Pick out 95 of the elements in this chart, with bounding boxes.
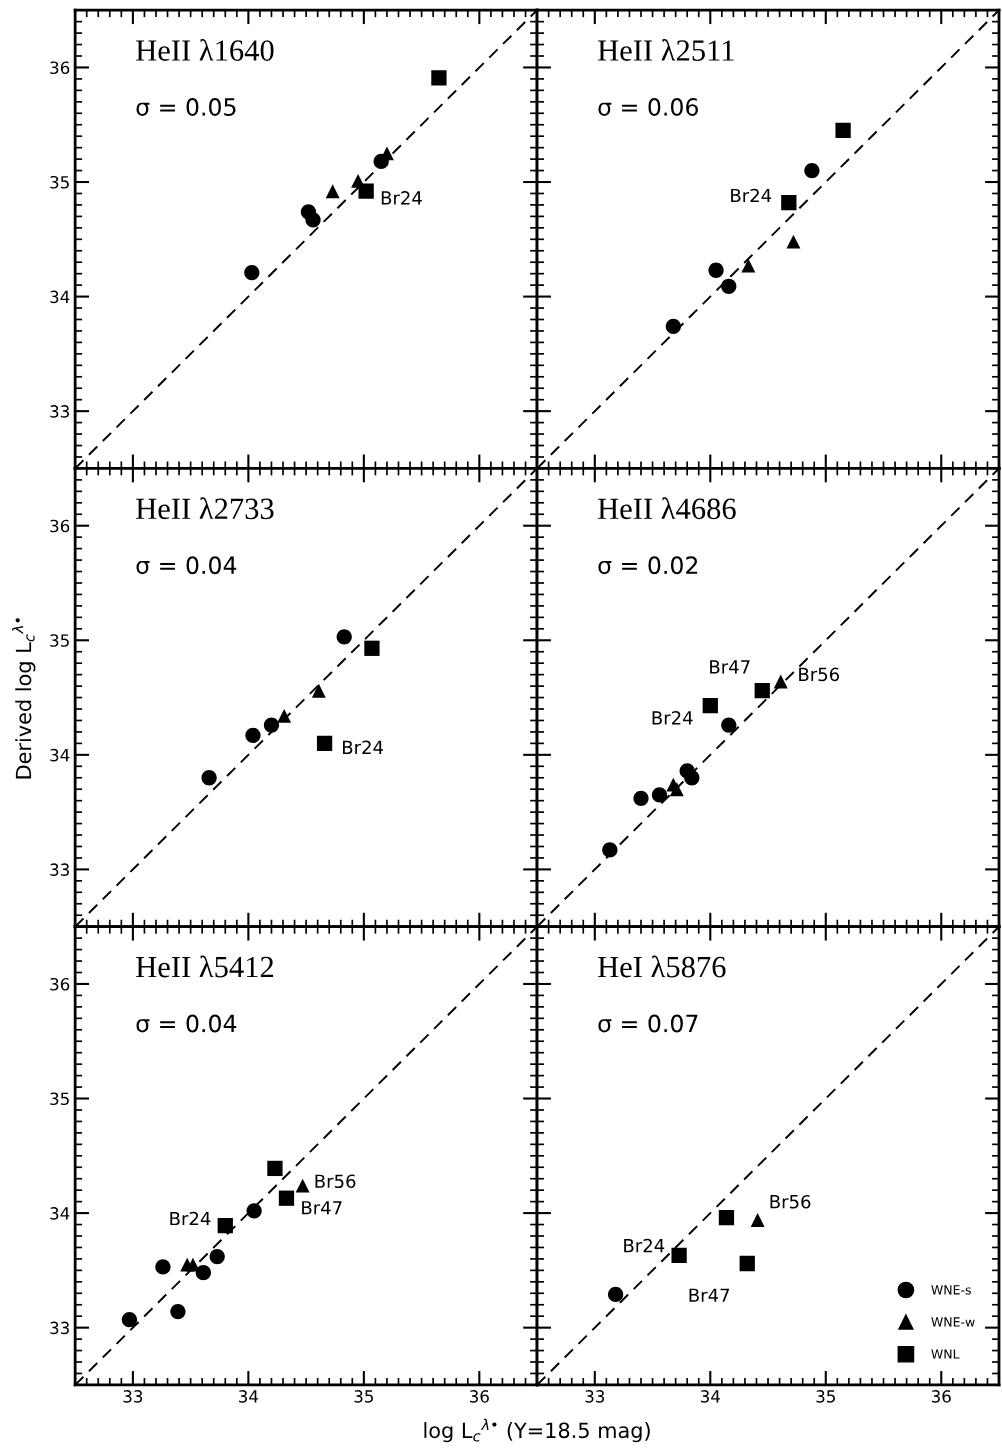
point xyxy=(244,264,260,281)
text: HeII λ2511 xyxy=(598,39,734,61)
text: HeI λ5876 xyxy=(598,955,726,978)
y-tick-label: 33 xyxy=(50,863,69,876)
point xyxy=(665,318,681,335)
y-tick-label: 35 xyxy=(50,1092,69,1106)
point xyxy=(773,674,788,689)
point xyxy=(602,842,618,858)
point xyxy=(267,1160,283,1177)
point xyxy=(786,234,801,249)
annotation: Br47 xyxy=(689,1288,730,1302)
annotation: Br47 xyxy=(710,660,750,674)
y-tick-label: 36 xyxy=(50,61,70,75)
annotation: Br24 xyxy=(343,740,384,754)
point xyxy=(305,212,321,228)
point xyxy=(295,1178,310,1193)
y-tick-label: 33 xyxy=(50,1321,69,1335)
x-tick-label: 36 xyxy=(470,1390,489,1403)
x-tick-label: 35 xyxy=(354,1390,373,1403)
point xyxy=(170,1303,186,1320)
point xyxy=(781,195,797,211)
annotation: Br24 xyxy=(652,711,693,725)
point xyxy=(263,717,280,733)
point xyxy=(195,1265,211,1281)
point xyxy=(754,683,770,699)
y-tick-label: 33 xyxy=(50,405,69,418)
annotation: Br56 xyxy=(315,1174,356,1189)
text: HeII λ1640 xyxy=(136,39,274,61)
legend-label: WNL xyxy=(931,1349,960,1359)
point xyxy=(718,1210,735,1226)
point xyxy=(804,162,820,179)
x-tick-label: 33 xyxy=(123,1390,143,1403)
annotation: Br47 xyxy=(302,1201,342,1215)
y-tick-label: 34 xyxy=(50,748,70,762)
text: σ = 0.04 xyxy=(136,1014,237,1033)
point xyxy=(702,697,718,714)
point xyxy=(155,1259,171,1275)
point xyxy=(633,790,649,807)
point xyxy=(358,183,374,199)
point xyxy=(739,1255,755,1272)
text: σ = 0.07 xyxy=(598,1014,698,1033)
point xyxy=(607,1286,624,1303)
point xyxy=(741,258,756,273)
annotation: Br24 xyxy=(624,1238,665,1253)
point xyxy=(277,708,292,723)
y-axis-title: Derived log L$_{c}$$^{λ•}$ xyxy=(12,618,36,779)
x-axis-title: log L$_{c}$$^{λ•}$ (Y=18.5 mag) xyxy=(424,1418,650,1443)
x-tick-label: 36 xyxy=(931,1390,951,1403)
point xyxy=(721,278,737,294)
point xyxy=(684,770,700,786)
point xyxy=(431,70,447,86)
point xyxy=(316,735,333,752)
annotation: Br56 xyxy=(770,1194,811,1209)
point xyxy=(246,1203,262,1219)
legend-label: WNE-w xyxy=(931,1317,975,1327)
x-tick-label: 34 xyxy=(239,1390,259,1403)
text: HeII λ2733 xyxy=(136,497,274,520)
text: σ = 0.02 xyxy=(598,556,698,575)
point xyxy=(325,184,340,199)
point xyxy=(669,782,684,797)
point xyxy=(201,770,217,786)
annotation: Br24 xyxy=(170,1211,211,1226)
point xyxy=(186,1257,200,1272)
x-tick-label: 33 xyxy=(585,1390,605,1403)
x-tick-label: 34 xyxy=(700,1390,720,1403)
point xyxy=(671,1247,687,1264)
y-tick-label: 36 xyxy=(50,519,70,533)
point xyxy=(721,717,737,733)
point xyxy=(217,1218,233,1234)
point xyxy=(209,1248,225,1265)
y-tick-label: 35 xyxy=(50,634,69,647)
point xyxy=(278,1190,295,1206)
point xyxy=(364,640,380,656)
point xyxy=(708,262,724,278)
annotation: Br24 xyxy=(731,188,772,203)
legend-label: WNE-s xyxy=(931,1285,971,1295)
point xyxy=(750,1213,765,1227)
x-tick-label: 35 xyxy=(816,1390,835,1403)
text: σ = 0.06 xyxy=(598,98,698,116)
y-tick-label: 34 xyxy=(50,1207,70,1220)
annotation: Br56 xyxy=(799,667,840,682)
point xyxy=(121,1312,138,1328)
point xyxy=(835,122,851,139)
text: HeII λ5412 xyxy=(136,955,274,978)
point xyxy=(651,787,668,803)
point xyxy=(311,683,326,698)
text: HeII λ4686 xyxy=(598,497,736,520)
text: σ = 0.04 xyxy=(136,556,237,575)
annotation: Br24 xyxy=(381,191,422,205)
y-tick-label: 36 xyxy=(50,977,70,991)
point xyxy=(336,629,352,645)
text: σ = 0.05 xyxy=(136,98,236,116)
point xyxy=(245,727,261,743)
y-tick-label: 34 xyxy=(50,290,70,304)
y-tick-label: 35 xyxy=(50,175,69,189)
